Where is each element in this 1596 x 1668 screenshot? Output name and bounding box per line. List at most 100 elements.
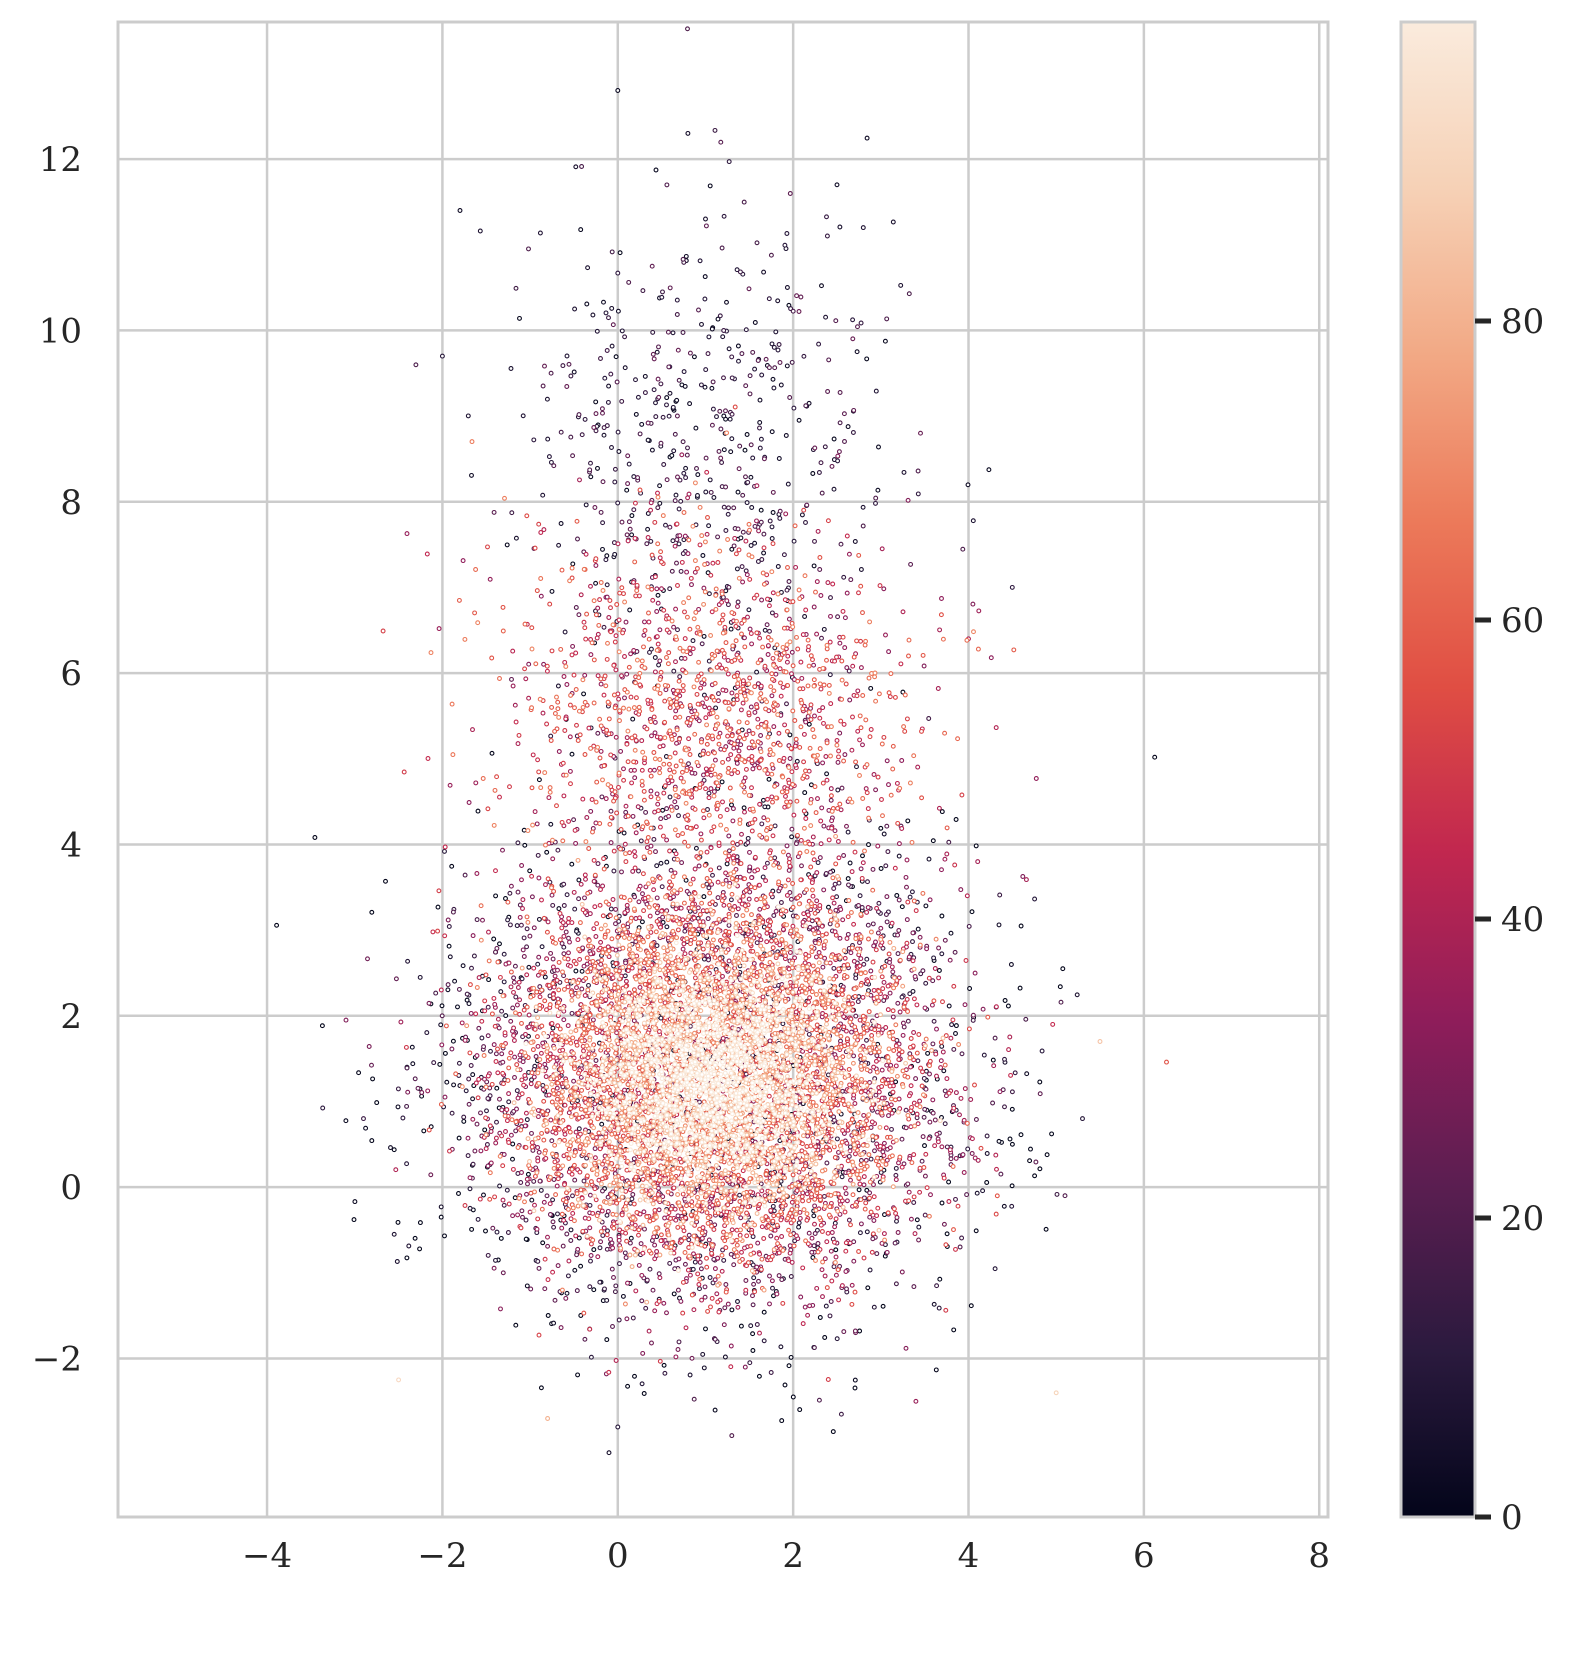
scatter-point: [837, 224, 843, 230]
scatter-point: [494, 1119, 499, 1125]
scatter-point: [573, 164, 579, 170]
scatter-point: [816, 930, 821, 936]
scatter-point: [465, 1153, 471, 1159]
scatter-point: [784, 843, 790, 849]
scatter-point: [613, 1283, 619, 1289]
scatter-point: [667, 390, 673, 396]
scatter-point: [544, 1193, 550, 1199]
scatter-point: [526, 1012, 532, 1018]
scatter-point: [817, 567, 823, 572]
scatter-point: [743, 568, 749, 574]
scatter-point: [881, 1153, 887, 1158]
scatter-point: [961, 1117, 967, 1123]
scatter-point: [445, 987, 451, 993]
scatter-point: [801, 911, 807, 917]
scatter-point: [843, 1240, 849, 1246]
scatter-point: [501, 1152, 507, 1157]
scatter-point: [704, 849, 710, 855]
scatter-point: [671, 668, 677, 674]
scatter-point: [772, 823, 778, 829]
scatter-point: [679, 1180, 685, 1186]
scatter-point: [512, 963, 518, 969]
scatter-point: [703, 455, 709, 461]
scatter-point: [883, 632, 888, 638]
scatter-point: [837, 420, 843, 426]
scatter-point: [436, 626, 442, 632]
scatter-point: [723, 588, 729, 594]
scatter-point: [522, 1123, 528, 1129]
scatter-point: [593, 934, 599, 939]
scatter-point: [721, 375, 726, 381]
scatter-point: [682, 533, 688, 539]
scatter-point: [540, 1082, 546, 1088]
scatter-point: [517, 1057, 523, 1063]
scatter-point: [703, 1326, 708, 1332]
scatter-point: [815, 1241, 821, 1246]
scatter-point: [445, 982, 451, 988]
scatter-point: [499, 1008, 505, 1014]
scatter-point: [906, 954, 912, 960]
scatter-point: [438, 1214, 444, 1220]
scatter-point: [935, 686, 941, 691]
scatter-point: [525, 1181, 530, 1187]
scatter-point: [758, 683, 764, 689]
scatter-point: [764, 930, 770, 936]
scatter-point: [467, 1175, 473, 1181]
scatter-point: [818, 1222, 824, 1228]
scatter-point: [673, 851, 679, 857]
scatter-point: [861, 1174, 867, 1180]
scatter-point: [661, 462, 667, 467]
scatter-point: [884, 316, 890, 322]
scatter-point: [505, 1230, 511, 1235]
scatter-point: [657, 500, 663, 506]
scatter-point: [719, 665, 725, 671]
scatter-point: [826, 904, 831, 910]
scatter-point: [682, 656, 688, 661]
scatter-point: [600, 1188, 605, 1194]
scatter-point: [734, 267, 740, 273]
scatter-point: [771, 913, 777, 918]
scatter-point: [704, 771, 710, 777]
scatter-point: [473, 780, 479, 786]
scatter-point: [615, 1424, 621, 1430]
scatter-point: [514, 1106, 519, 1112]
scatter-point: [973, 1228, 979, 1234]
scatter-point: [536, 916, 542, 922]
scatter-point: [613, 906, 619, 912]
scatter-point: [535, 1258, 541, 1264]
scatter-point: [721, 213, 727, 219]
scatter-point: [615, 429, 621, 435]
scatter-point: [678, 775, 684, 781]
scatter-point: [597, 1245, 603, 1251]
scatter-point: [953, 1196, 958, 1202]
scatter-point: [633, 830, 639, 836]
scatter-point: [947, 1147, 953, 1153]
scatter-point: [536, 875, 542, 881]
scatter-point: [750, 1302, 756, 1308]
scatter-point: [709, 609, 715, 615]
scatter-point: [796, 1224, 802, 1230]
scatter-point: [633, 377, 638, 383]
scatter-point: [576, 877, 582, 883]
scatter-point: [871, 1218, 877, 1223]
scatter-point: [743, 1287, 749, 1293]
scatter-point: [746, 868, 752, 874]
scatter-point: [456, 1060, 462, 1066]
scatter-point: [581, 619, 587, 625]
scatter-point: [894, 1215, 900, 1220]
scatter-point: [592, 1146, 598, 1152]
scatter-point: [729, 354, 735, 360]
scatter-point: [780, 926, 786, 932]
scatter-point: [939, 951, 945, 957]
scatter-point: [841, 1329, 847, 1335]
scatter-point: [404, 1103, 410, 1109]
scatter-point: [667, 586, 673, 592]
scatter-point: [568, 434, 574, 440]
scatter-point: [715, 534, 721, 540]
scatter-point: [742, 635, 747, 641]
scatter-point: [784, 892, 790, 898]
scatter-point: [463, 1088, 469, 1094]
scatter-point: [598, 748, 604, 754]
scatter-point: [721, 328, 727, 333]
scatter-point: [664, 806, 670, 812]
